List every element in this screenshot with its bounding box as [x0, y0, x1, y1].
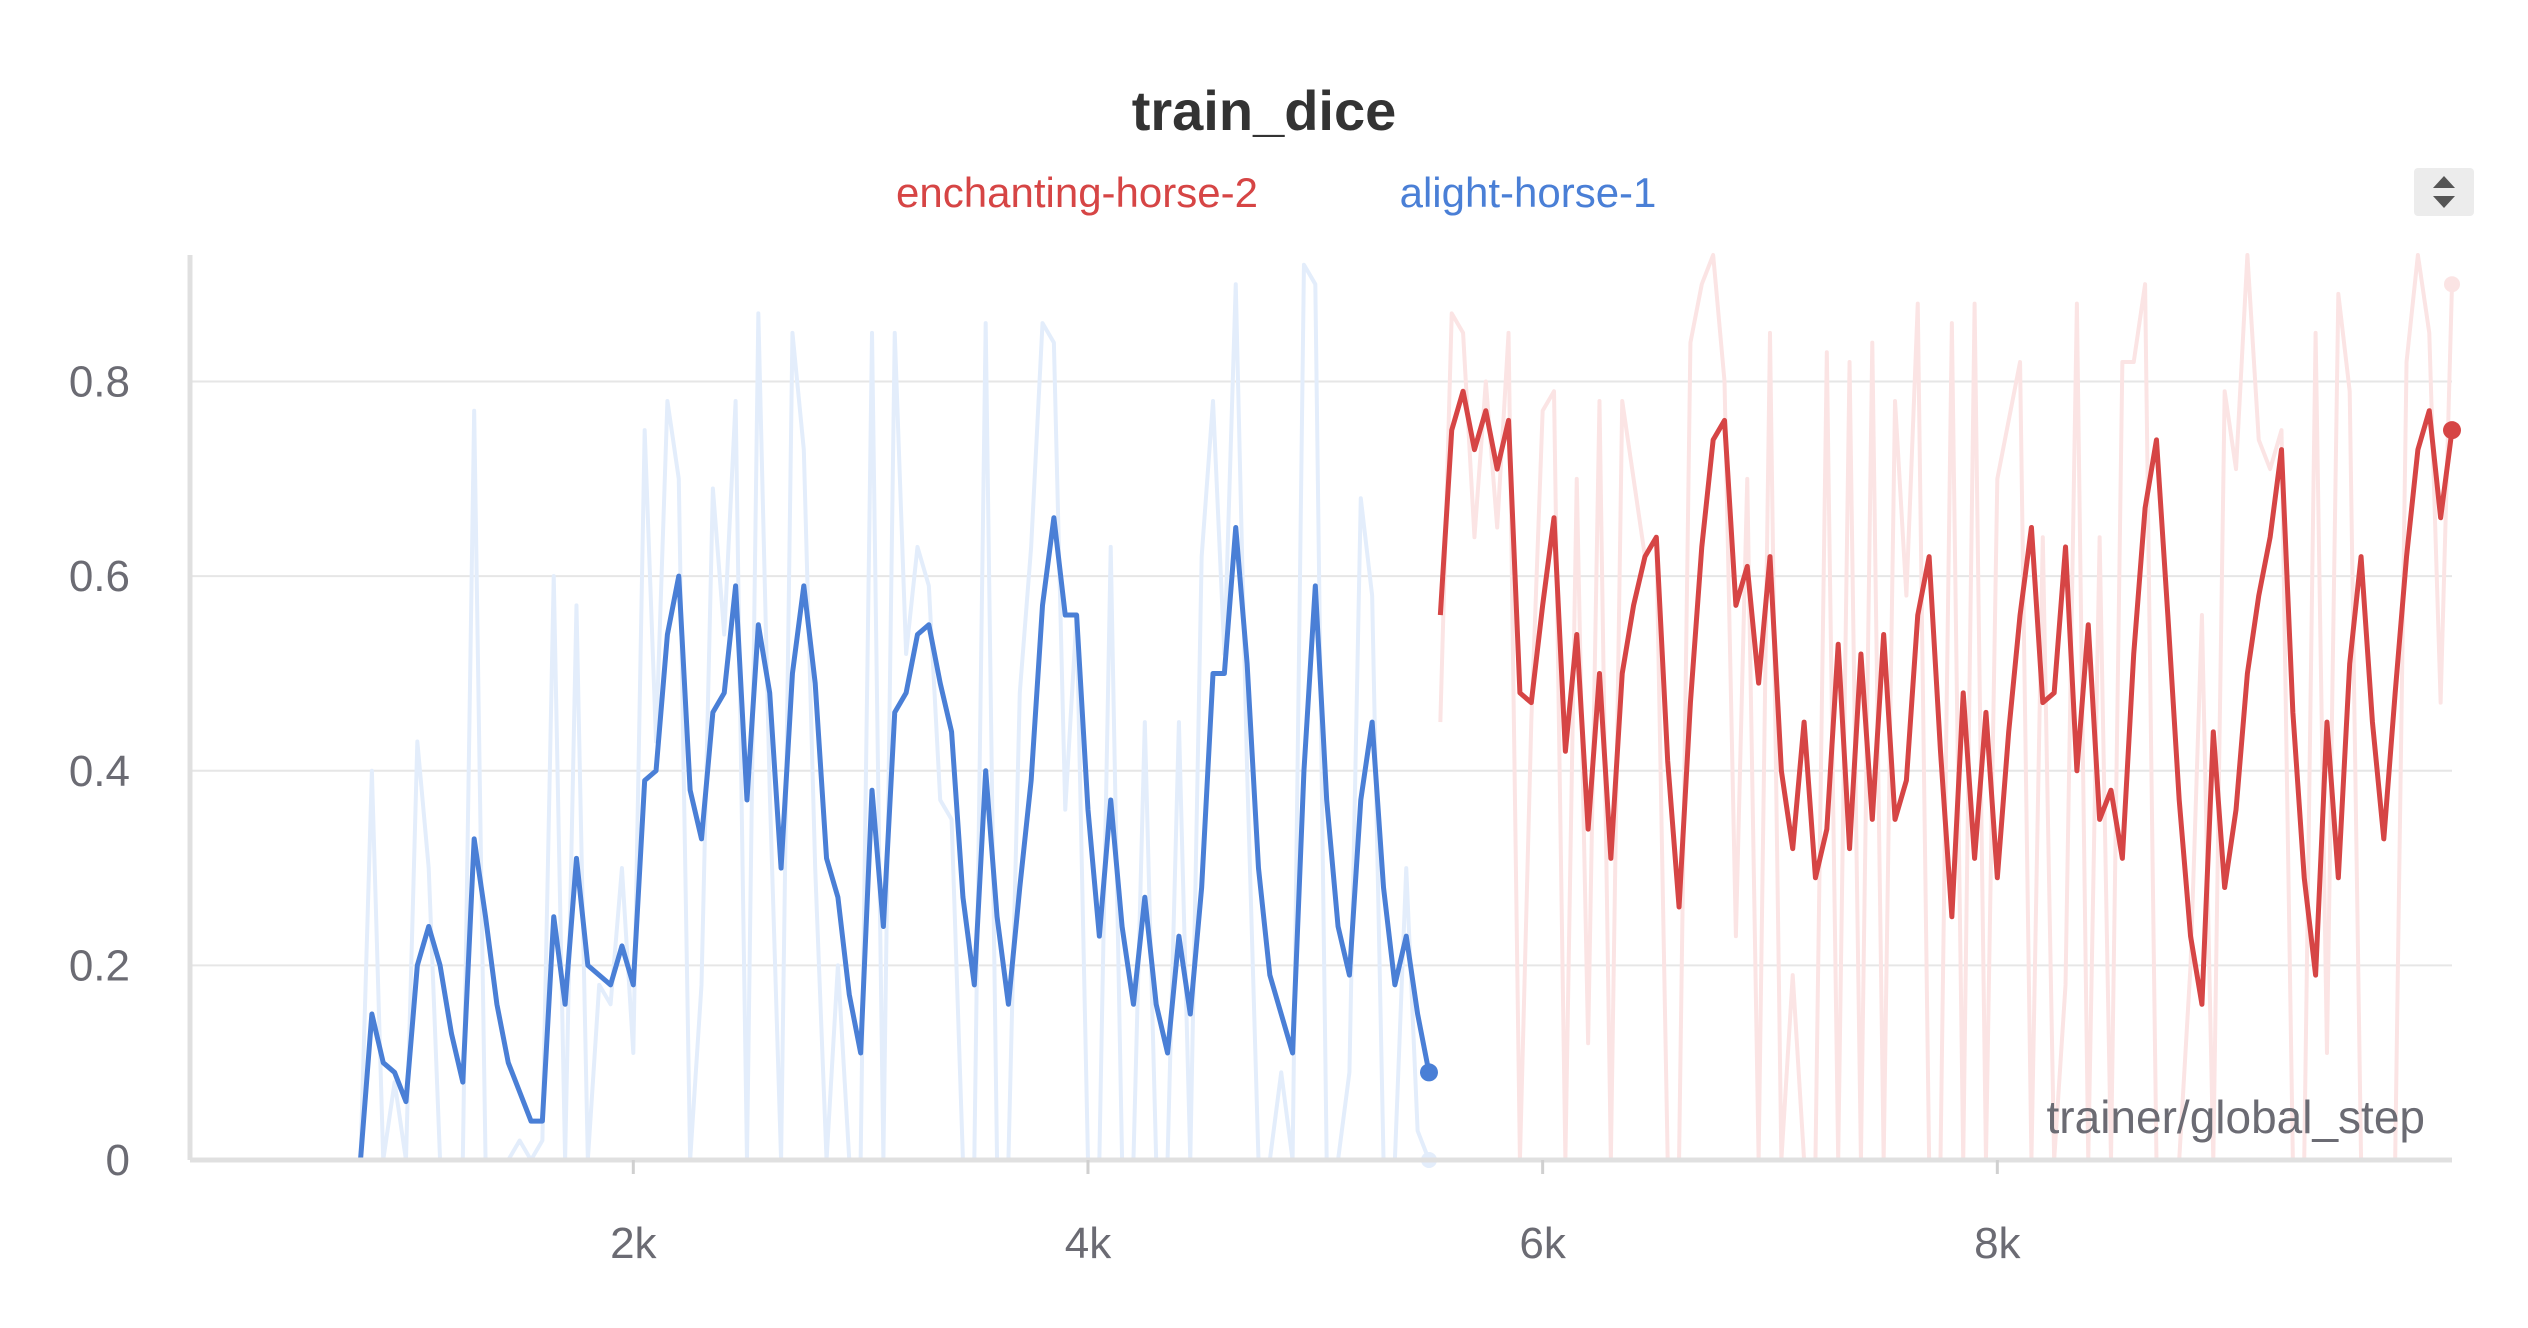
legend-entry-alight-horse-1[interactable]: alight-horse-1	[1400, 169, 1657, 216]
legend: enchanting-horse-2 alight-horse-1	[896, 169, 1656, 216]
raw-line-enchanting-horse-2	[1438, 253, 2454, 1162]
legend-entry-enchanting-horse-2[interactable]: enchanting-horse-2	[896, 169, 1258, 216]
raw-end-point-enchanting-horse-2	[2444, 276, 2460, 293]
raw-line-alight-horse-1	[358, 262, 1431, 1162]
x-axis-label: trainer/global_step	[2047, 1091, 2425, 1143]
x-tick-label: 8k	[1974, 1219, 2021, 1268]
series-line-enchanting-horse-2[interactable]	[1437, 388, 2455, 1007]
legend-scroll-button[interactable]	[2414, 168, 2474, 216]
chart-title: train_dice	[1132, 79, 1397, 142]
series-line-alight-horse-1[interactable]	[358, 515, 1432, 1161]
sort-arrows-icon	[2433, 176, 2455, 208]
y-tick-label: 0.2	[69, 941, 130, 990]
x-tick-label: 4k	[1065, 1219, 1112, 1268]
tick-labels: 0 0.2 0.4 0.6 0.8 2k 4k 6k 8k	[69, 358, 2022, 1268]
y-tick-label: 0.8	[69, 358, 130, 407]
y-tick-label: 0	[106, 1136, 130, 1185]
y-tick-label: 0.4	[69, 747, 130, 796]
x-tick-label: 2k	[610, 1219, 657, 1268]
y-tick-label: 0.6	[69, 552, 130, 601]
axes	[187, 255, 2452, 1174]
series-end-point-alight-horse-1	[1419, 1063, 1438, 1082]
x-tick-label: 6k	[1519, 1219, 1566, 1268]
raw-series-layer	[358, 253, 2460, 1168]
smoothed-series-layer	[358, 388, 2461, 1161]
series-end-point-enchanting-horse-2	[2443, 421, 2461, 440]
